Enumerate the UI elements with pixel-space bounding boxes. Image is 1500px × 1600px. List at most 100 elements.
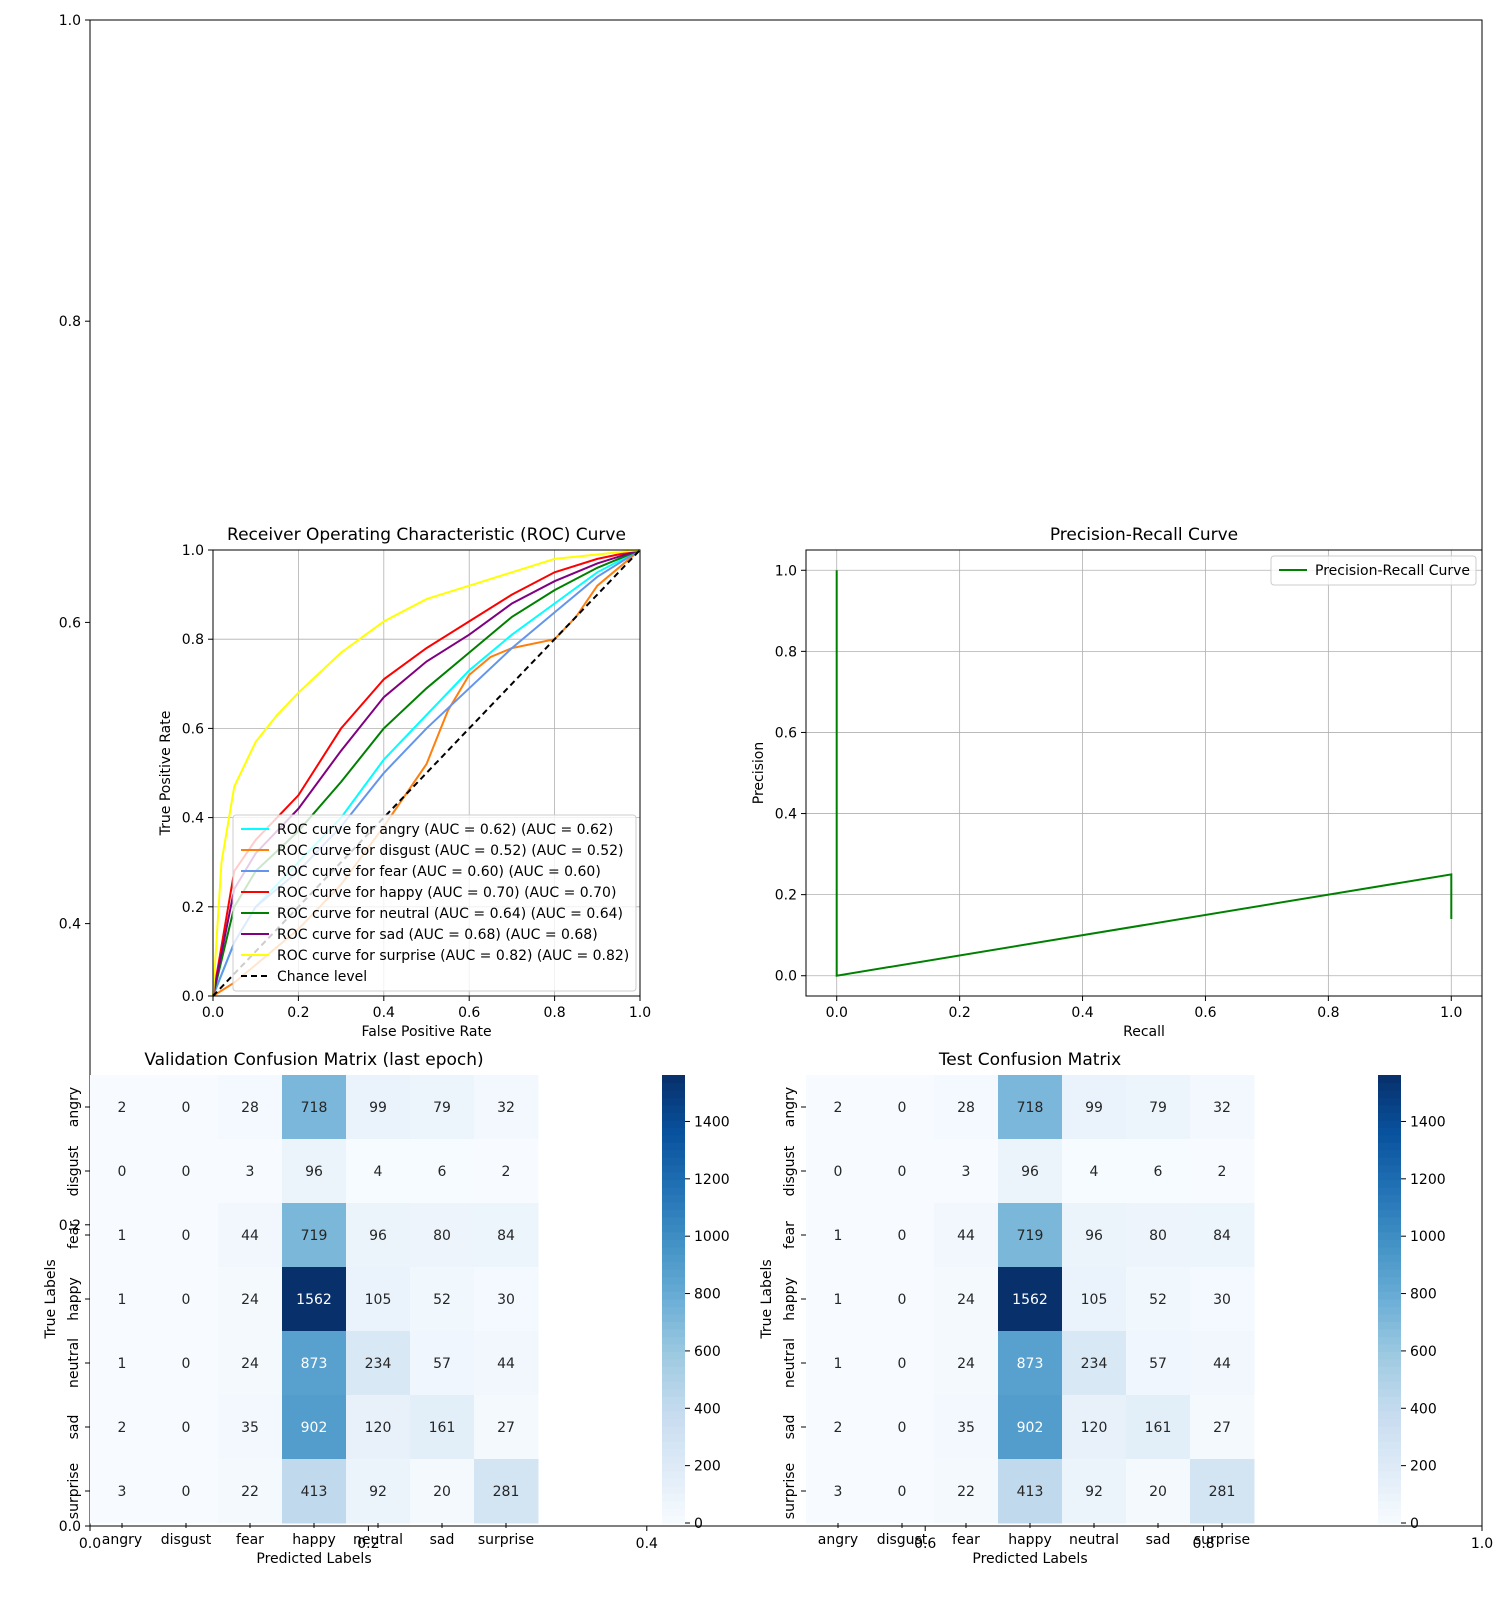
val_cm-colorbar-band <box>662 1276 685 1285</box>
val_cm-cell-value: 3 <box>246 1164 255 1180</box>
val_cm-ytick-label: fear <box>66 1221 82 1249</box>
pr-ytick-label: 0.0 <box>775 969 797 985</box>
val_cm-ytick-label: angry <box>66 1087 82 1127</box>
val_cm-cell <box>282 1075 347 1140</box>
roc-legend-label: ROC curve for angry (AUC = 0.62) (AUC = … <box>277 822 613 838</box>
val_cm-cell <box>282 1459 347 1524</box>
val_cm-cell-value: 92 <box>369 1484 387 1500</box>
test_cm-cell-value: 80 <box>1149 1228 1167 1244</box>
test_cm-cell-value: 1 <box>834 1356 843 1372</box>
val_cm-cell <box>346 1331 411 1396</box>
val_cm-cell <box>154 1395 219 1460</box>
test_cm-colorbar-band <box>1378 1187 1401 1196</box>
test_cm-colorbar-band <box>1378 1112 1401 1121</box>
pr-legend-label: Precision-Recall Curve <box>1315 563 1470 579</box>
val_cm-colorbar-band <box>662 1440 685 1449</box>
val_cm-cell-value: 44 <box>241 1228 259 1244</box>
test_cm-colorbar-band <box>1378 1321 1401 1330</box>
test_cm-cell-value: 96 <box>1085 1228 1103 1244</box>
val_cm-colorbar-band <box>662 1463 685 1472</box>
test_cm-cell-value: 1 <box>834 1292 843 1308</box>
pr-legend-box <box>1270 555 1477 586</box>
val_cm-cell-value: 57 <box>433 1356 451 1372</box>
test_cm-cell-value: 281 <box>1209 1484 1236 1500</box>
val_cm-cell-value: 161 <box>429 1420 456 1436</box>
val_cm-colorbar-band <box>662 1157 685 1166</box>
test_cm-colorbar-label: 1200 <box>1410 1172 1446 1188</box>
test_cm-colorbar-band <box>1378 1261 1401 1270</box>
roc-legend: ROC curve for angry (AUC = 0.62) (AUC = … <box>232 814 637 992</box>
background-ytick-label: 0.8 <box>59 314 81 330</box>
val_cm-colorbar-band <box>662 1328 685 1337</box>
test_cm-cell <box>806 1267 871 1332</box>
test_cm-cell <box>1126 1331 1191 1396</box>
test_cm-cell <box>1062 1459 1127 1524</box>
test_cm-colorbar-label: 400 <box>1410 1401 1437 1417</box>
val_cm-cell-value: 1 <box>118 1228 127 1244</box>
test_cm-cell-value: 6 <box>1154 1164 1163 1180</box>
val_cm-cell-value: 24 <box>241 1292 259 1308</box>
test_cm-cell <box>1126 1267 1191 1332</box>
test_cm-cell <box>934 1331 999 1396</box>
roc-xtick-label: 0.4 <box>373 1005 395 1021</box>
test_cm-cell <box>998 1075 1063 1140</box>
val_cm-cell <box>474 1139 539 1204</box>
val_cm-cell-value: 0 <box>182 1100 191 1116</box>
roc-ytick-label: 0.2 <box>182 900 204 916</box>
roc-xtick-label: 0.6 <box>458 1005 480 1021</box>
test_cm-colorbar-band <box>1378 1224 1401 1233</box>
val_cm-cell-value: 902 <box>301 1420 328 1436</box>
roc-frame <box>212 549 641 997</box>
test_cm-cell <box>998 1459 1063 1524</box>
test_cm-colorbar-band <box>1378 1172 1401 1181</box>
val_cm-colorbar-band <box>662 1104 685 1113</box>
test_cm-cell <box>998 1139 1063 1204</box>
val_cm-cell <box>346 1075 411 1140</box>
val_cm-cell-value: 0 <box>182 1420 191 1436</box>
test_cm-cell-value: 3 <box>962 1164 971 1180</box>
val_cm-colorbar-band <box>662 1321 685 1330</box>
test_cm-colorbar-band <box>1378 1485 1401 1494</box>
test_cm-cell <box>934 1139 999 1204</box>
val_cm-cell <box>474 1075 539 1140</box>
roc-xlabel: False Positive Rate <box>361 1024 491 1040</box>
val_cm-cell <box>90 1395 155 1460</box>
val_cm-cell-value: 22 <box>241 1484 259 1500</box>
test_cm-cell <box>934 1395 999 1460</box>
test_cm-colorbar-label: 600 <box>1410 1344 1437 1360</box>
val_cm-cell-value: 2 <box>118 1100 127 1116</box>
val_cm-ytick-label: neutral <box>66 1338 82 1388</box>
test_cm-colorbar-band <box>1378 1239 1401 1248</box>
test_cm-cell <box>934 1459 999 1524</box>
test_cm-cell-value: 719 <box>1017 1228 1044 1244</box>
test_cm-cell <box>1062 1075 1127 1140</box>
roc-ytick-label: 0.6 <box>182 721 204 737</box>
roc-legend-label: ROC curve for happy (AUC = 0.70) (AUC = … <box>277 885 616 901</box>
test_cm-cell <box>1126 1459 1191 1524</box>
test_cm-ytick-label: happy <box>782 1277 798 1321</box>
val_cm-colorbar-band <box>662 1089 685 1098</box>
test_cm-xtick-label: happy <box>1008 1532 1052 1548</box>
val_cm-cell-value: 84 <box>497 1228 515 1244</box>
val_cm-colorbar-band <box>662 1306 685 1315</box>
test_cm-chart: 2 0 28 718 99 79 320 0 3 96 4 6 21 0 44 719 96 80 841 0 24 15… <box>759 1050 1446 1567</box>
test_cm-title: Test Confusion Matrix <box>938 1050 1121 1070</box>
val_cm-colorbar-band <box>662 1418 685 1427</box>
test_cm-colorbar-band <box>1378 1276 1401 1285</box>
background-xtick-label: 0.0 <box>79 1536 101 1552</box>
roc-legend-label: ROC curve for surprise (AUC = 0.82) (AUC… <box>277 948 629 964</box>
roc-legend-label: ROC curve for neutral (AUC = 0.64) (AUC … <box>277 906 623 922</box>
val_cm-cell <box>218 1395 283 1460</box>
test_cm-cell-value: 79 <box>1149 1100 1167 1116</box>
test_cm-cell-value: 105 <box>1081 1292 1108 1308</box>
val_cm-colorbar-band <box>662 1336 685 1345</box>
test_cm-cell <box>1062 1395 1127 1460</box>
val_cm-xtick-label: sad <box>430 1532 455 1548</box>
val_cm-colorbar-band <box>662 1396 685 1405</box>
val_cm-cell-value: 0 <box>182 1292 191 1308</box>
test_cm-colorbar-band <box>1378 1306 1401 1315</box>
test_cm-cell-value: 234 <box>1081 1356 1108 1372</box>
test_cm-cell-value: 44 <box>1213 1356 1231 1372</box>
test_cm-xtick-label: neutral <box>1069 1532 1119 1548</box>
val_cm-ytick-label: happy <box>66 1277 82 1321</box>
